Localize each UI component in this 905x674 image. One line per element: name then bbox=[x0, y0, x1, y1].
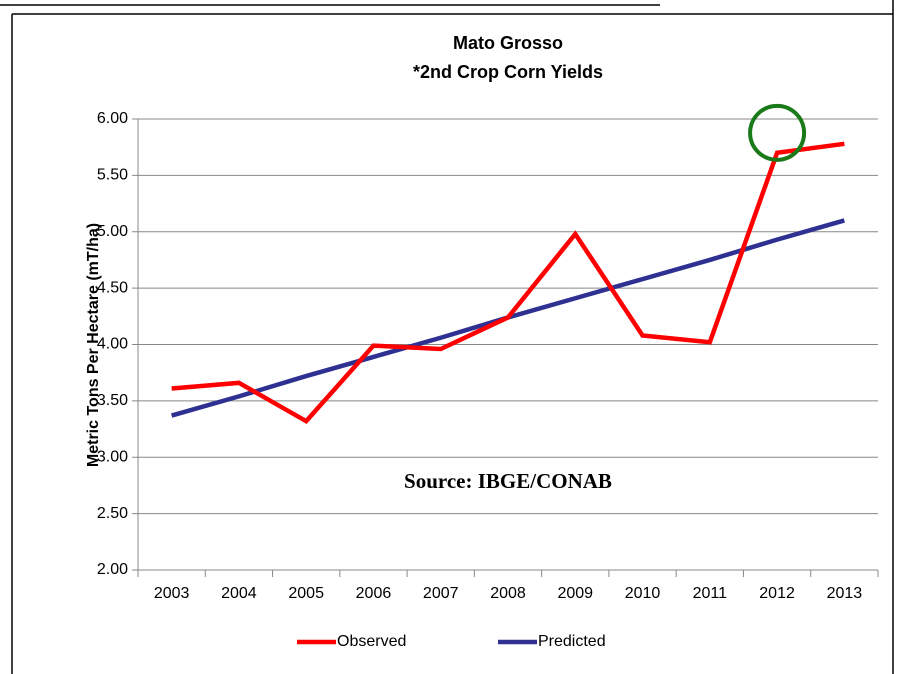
x-tick-label: 2006 bbox=[356, 585, 392, 602]
y-tick-label: 6.00 bbox=[97, 110, 128, 127]
x-tick-label: 2005 bbox=[288, 585, 324, 602]
chart-subtitle: *2nd Crop Corn Yields bbox=[413, 62, 603, 82]
highlight-circle bbox=[748, 103, 807, 162]
y-tick-label: 3.00 bbox=[97, 448, 128, 465]
series-line bbox=[171, 141, 845, 425]
y-tick-label: 5.50 bbox=[97, 167, 128, 184]
x-tick-label: 2012 bbox=[759, 585, 795, 602]
y-tick-label: 2.00 bbox=[97, 561, 128, 578]
legend-label: Observed bbox=[337, 633, 406, 650]
x-tick-label: 2009 bbox=[557, 585, 593, 602]
y-tick-label: 5.00 bbox=[97, 223, 128, 240]
x-tick-label: 2003 bbox=[154, 585, 190, 602]
x-tick-label: 2013 bbox=[827, 585, 863, 602]
y-axis-label: Metric Tons Per Hectare (mT/ha) bbox=[85, 223, 102, 467]
x-tick-label: 2008 bbox=[490, 585, 526, 602]
y-tick-label: 3.50 bbox=[97, 392, 128, 409]
x-tick-label: 2004 bbox=[221, 585, 257, 602]
legend-label: Predicted bbox=[538, 633, 606, 650]
x-tick-label: 2010 bbox=[625, 585, 661, 602]
x-tick-label: 2011 bbox=[693, 585, 728, 602]
y-tick-label: 4.00 bbox=[97, 336, 128, 353]
x-tick-label: 2007 bbox=[423, 585, 459, 602]
annotation: Source: IBGE/CONAB bbox=[404, 469, 612, 493]
chart-title: Mato Grosso bbox=[453, 33, 563, 53]
y-tick-label: 2.50 bbox=[97, 505, 128, 522]
y-tick-label: 4.50 bbox=[97, 279, 128, 296]
